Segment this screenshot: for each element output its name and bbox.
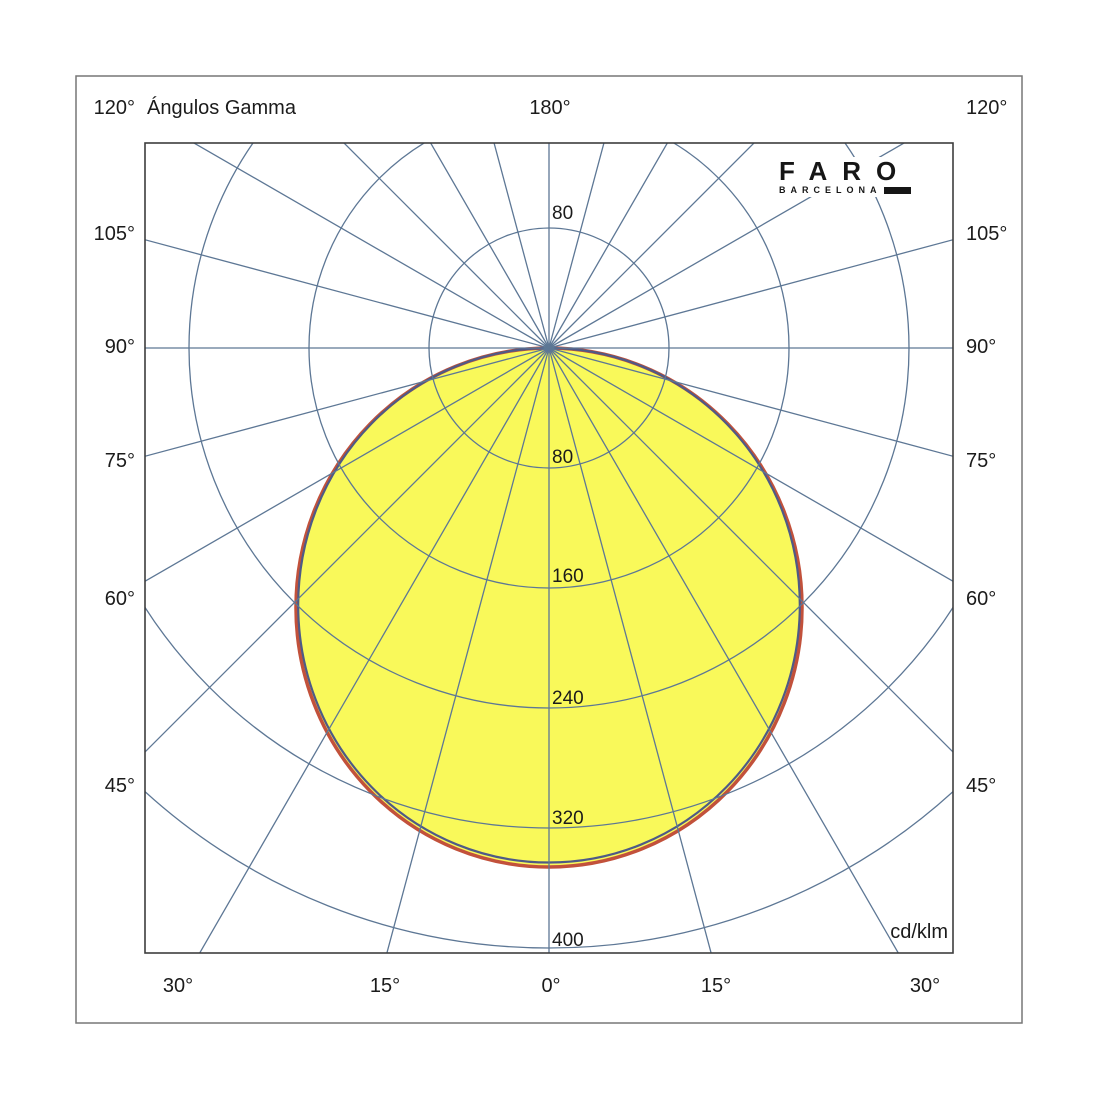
unit-label: cd/klm	[890, 921, 948, 943]
gamma-label-right-75: 75°	[966, 450, 997, 472]
grid-ray-45	[548, 143, 755, 349]
gamma-label-top-180: 180°	[529, 97, 571, 119]
gamma-label-bottom-30L: 30°	[162, 975, 194, 997]
gamma-label-left-105: 105°	[93, 223, 135, 245]
gamma-label-left-120: 120°	[93, 97, 135, 119]
grid-ray-240	[145, 347, 550, 583]
grid-ray-300	[192, 143, 550, 349]
faro-logo-bar-icon	[883, 187, 911, 194]
radial-tick-320: 320	[552, 808, 584, 829]
grid-ray-285	[145, 239, 550, 349]
grid-ray-225	[145, 347, 550, 753]
radial-tick-80: 80	[552, 447, 574, 468]
grid-ray-315	[343, 143, 550, 349]
grid-ray-345	[493, 143, 550, 349]
gamma-label-right-90: 90°	[966, 336, 997, 358]
gamma-label-bottom-30R: 30°	[909, 975, 941, 997]
grid-ray-150	[548, 347, 900, 953]
gamma-label-left-90: 90°	[104, 336, 135, 358]
gamma-label-left-45: 45°	[104, 775, 135, 797]
grid-ray-120	[548, 347, 953, 583]
gamma-label-right-60: 60°	[966, 588, 997, 610]
gamma-label-left-75: 75°	[104, 450, 135, 472]
radial-tick-upper-80: 80	[552, 203, 574, 224]
grid-ray-75	[548, 239, 953, 349]
gamma-label-bottom-15R: 15°	[700, 975, 732, 997]
radial-tick-240: 240	[552, 688, 584, 709]
grid-ray-15	[548, 143, 605, 349]
gamma-label-right-45: 45°	[966, 775, 997, 797]
gamma-label-left-60: 60°	[104, 588, 135, 610]
faro-logo-city: BARCELONA	[779, 185, 882, 195]
grid-ray-135	[548, 347, 953, 753]
grid-ray-165	[548, 347, 712, 953]
gamma-label-bottom-0: 0°	[541, 975, 561, 997]
radial-tick-400: 400	[552, 930, 584, 951]
radial-tick-160: 160	[552, 566, 584, 587]
grid-ray-330	[429, 143, 550, 349]
faro-logo-subline: BARCELONA	[779, 186, 911, 195]
faro-logo-wordmark: FARO	[779, 156, 912, 186]
gamma-label-bottom-15L: 15°	[369, 975, 401, 997]
gamma-label-right-105: 105°	[966, 223, 1008, 245]
plot-border	[144, 142, 954, 954]
gamma-label-right-120: 120°	[966, 97, 1008, 119]
grid-ray-105	[548, 347, 953, 457]
grid-ray-255	[145, 347, 550, 457]
grid-ray-210	[198, 347, 550, 953]
grid-ray-195	[386, 347, 550, 953]
grid-ray-30	[548, 143, 669, 349]
faro-logo: FARO BARCELONA	[774, 156, 917, 197]
chart-title: Ángulos Gamma	[147, 97, 296, 119]
